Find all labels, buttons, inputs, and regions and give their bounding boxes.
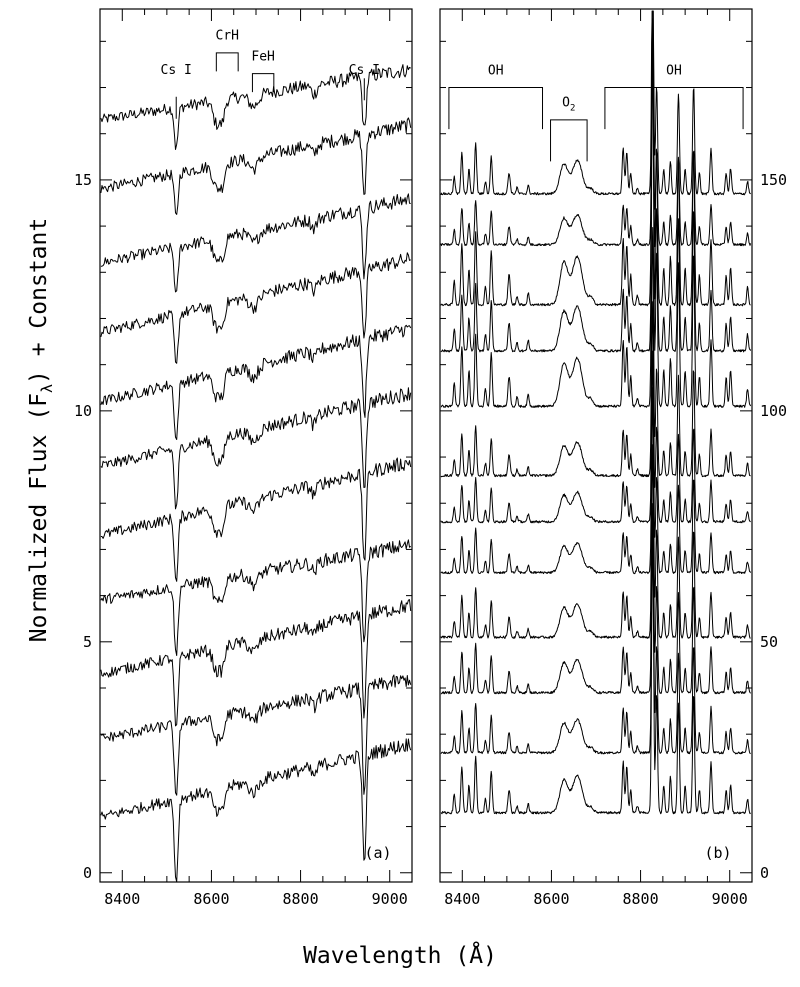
panel-b-spectrum-line [440, 536, 751, 815]
panel-b-ytick-label: 100 [760, 402, 787, 420]
panel-a-xtick-label: 8400 [104, 890, 140, 908]
panel-b-spectra [440, 10, 752, 815]
panel-a-xtick-label: 9000 [372, 890, 408, 908]
panel-a-ytick-label: 5 [83, 633, 92, 651]
panel-b-feature-markers: OH O2 OH [448, 63, 744, 162]
panel-a-xtick-label: 8600 [193, 890, 229, 908]
panel-a-ytick-label: 15 [74, 171, 92, 189]
panel-a-spectrum-line [100, 539, 411, 656]
panel-a-feature-label: Cs I [349, 63, 380, 78]
panel-b-spectrum-line [440, 22, 752, 247]
panel-a-ytick-label: 10 [74, 402, 92, 420]
panel-a: Cs I CrH FeH Cs I 8400 8600 8800 9000 0 5 10 15 (a… [74, 8, 413, 908]
panel-a-spectrum-line [100, 193, 411, 293]
panel-a-label: (a) [364, 844, 391, 862]
panel-b-spectrum-line [440, 444, 751, 695]
panel-b-feature-label: O2 [562, 96, 575, 114]
panel-a-spectrum-line [100, 117, 412, 215]
panel-b: OH O2 OH 8400 8600 8800 9000 0 50 100 150 (b) [439, 8, 787, 908]
panel-a-frame [99, 8, 413, 883]
panel-b-ticks: 8400 8600 8800 9000 0 50 100 150 [439, 9, 787, 908]
panel-b-feature-label: OH [666, 63, 682, 78]
panel-a-feature-bracket [215, 52, 239, 72]
panel-b-xtick-label: 9000 [712, 890, 748, 908]
panel-b-feature-bracket [550, 119, 588, 162]
panel-a-feature-markers: Cs I CrH FeH Cs I [161, 29, 380, 119]
panel-b-feature-bracket [604, 87, 744, 130]
panel-a-spectrum-line [100, 324, 412, 440]
panel-a-spectrum-line [100, 599, 412, 727]
y-axis-label: Normalized Flux (Fλ) + Constant [26, 218, 56, 642]
x-axis-label: Wavelength (Å) [303, 941, 497, 969]
panel-a-spectrum-line [100, 252, 411, 364]
panel-a-spectrum-line [100, 387, 412, 510]
panel-a-ytick-label: 0 [83, 864, 92, 882]
panel-a-feature-bracket [251, 73, 275, 93]
panel-a-feature-label: CrH [216, 29, 239, 44]
panel-b-ytick-label: 0 [760, 864, 769, 882]
panel-b-label: (b) [704, 844, 731, 862]
panel-b-spectrum-line [440, 10, 751, 307]
panel-b-ytick-label: 50 [760, 633, 778, 651]
panel-a-spectrum-line [100, 64, 411, 150]
panel-b-spectrum-line [440, 350, 752, 575]
panel-a-feature-label: Cs I [161, 63, 192, 78]
panel-b-spectrum-line [440, 387, 751, 639]
panel-b-feature-bracket [448, 87, 544, 130]
panel-a-ticks: 8400 8600 8800 9000 0 5 10 15 [74, 9, 413, 908]
panel-b-xtick-label: 8600 [533, 890, 569, 908]
panel-a-xtick-label: 8800 [283, 890, 319, 908]
panel-a-spectrum-line [100, 457, 412, 582]
panel-a-feature-label: FeH [251, 49, 274, 64]
panel-b-spectrum-line [440, 301, 751, 524]
panel-b-ytick-label: 150 [760, 171, 787, 189]
panel-b-feature-label: OH [488, 63, 504, 78]
panel-b-spectrum-line [440, 18, 752, 353]
panel-b-spectrum-line [440, 227, 751, 478]
panel-a-spectrum-line [100, 738, 412, 883]
panel-b-spectrum-line [440, 503, 751, 755]
panel-b-spectrum-line [440, 47, 752, 408]
panel-a-spectra [100, 64, 412, 883]
panel-b-spectrum-line [440, 10, 751, 196]
panel-a-spectrum-line [100, 674, 412, 796]
panel-b-xtick-label: 8800 [623, 890, 659, 908]
panel-b-xtick-label: 8400 [444, 890, 480, 908]
